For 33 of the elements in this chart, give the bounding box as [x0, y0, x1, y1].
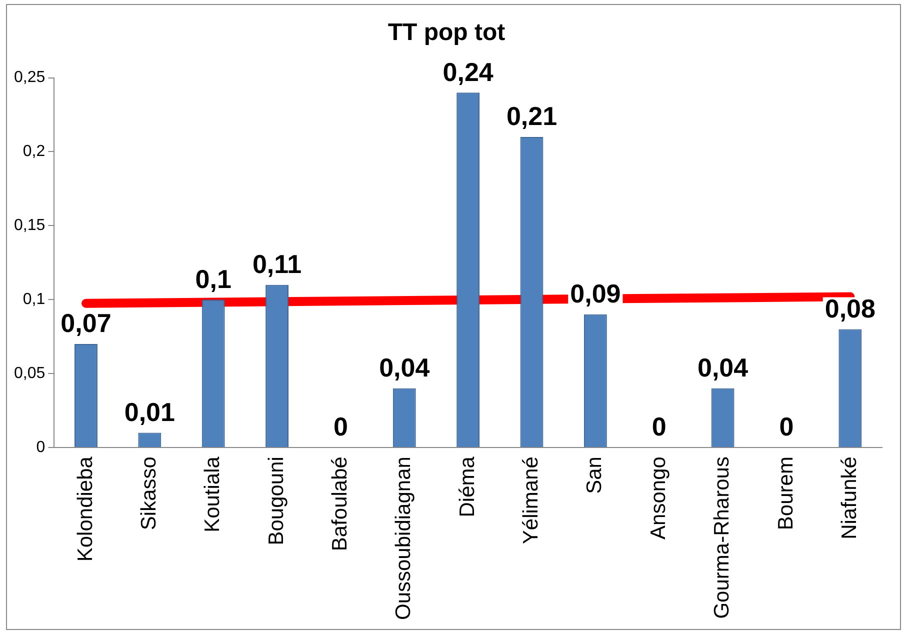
- x-tick-label: Kolondieba: [74, 456, 97, 562]
- data-label: 0,08: [824, 293, 876, 324]
- y-tick-label: 0,25: [14, 69, 46, 86]
- data-label: 0,24: [442, 56, 494, 87]
- y-tick-label: 0,15: [14, 217, 46, 234]
- x-tick-label: Bougouni: [264, 456, 288, 546]
- x-tick-label: Bourem: [774, 456, 798, 530]
- x-tick-label: Sikasso: [137, 456, 160, 530]
- x-tick-label: Bafoulabé: [328, 456, 352, 552]
- x-tick-label: Gourma-Rharous: [710, 456, 734, 619]
- data-label: 0: [652, 412, 666, 442]
- y-tick-label: 0,05: [14, 365, 46, 382]
- x-tick-label: Diéma: [456, 456, 479, 518]
- x-tick-label: Oussoubidiagnan: [392, 456, 416, 620]
- y-tick-label: 0,1: [22, 291, 46, 308]
- y-tick-label: 0: [36, 438, 46, 456]
- data-label: 0: [779, 412, 794, 442]
- chart-title: TT pop tot: [388, 19, 506, 46]
- x-tick-label: San: [583, 456, 606, 494]
- data-label: 0,07: [60, 308, 112, 338]
- data-label: 0,01: [124, 396, 175, 427]
- data-label: 0: [333, 412, 348, 442]
- data-label: 0,21: [506, 101, 558, 132]
- x-tick-label: Koutiala: [201, 456, 224, 532]
- x-tick-label: Yélimané: [520, 456, 543, 544]
- data-label: 0,09: [570, 278, 621, 309]
- data-label: 0,11: [252, 249, 302, 280]
- y-tick-label: 0,2: [22, 143, 46, 160]
- data-label: 0,04: [697, 352, 749, 383]
- x-tick-label: Niafunké: [838, 456, 861, 540]
- data-label: 0,1: [195, 264, 232, 294]
- data-label: 0,04: [379, 352, 430, 383]
- x-tick-label: Ansongo: [646, 456, 670, 540]
